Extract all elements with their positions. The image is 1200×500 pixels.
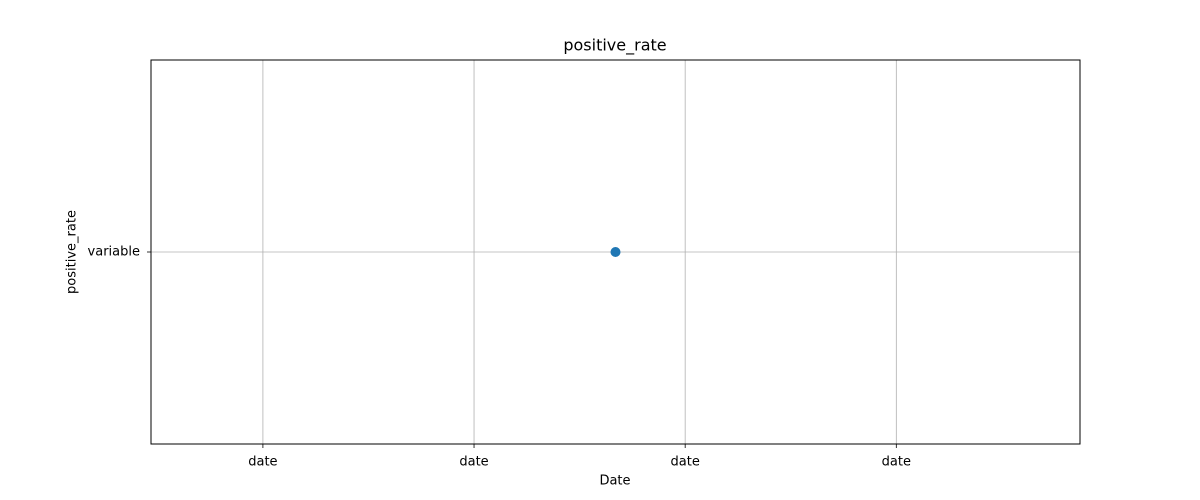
y-axis-label: positive_rate	[65, 210, 80, 294]
x-axis-label: Date	[599, 474, 630, 489]
x-tick-label: date	[459, 455, 488, 470]
point	[610, 247, 621, 257]
x-tick-label: date	[248, 455, 277, 470]
x-tick-label: date	[882, 455, 911, 470]
plot-frame	[150, 59, 1081, 445]
y-tick-label: variable	[88, 245, 140, 260]
chart-title: positive_rate	[563, 36, 666, 56]
x-tick-label: date	[671, 455, 700, 470]
